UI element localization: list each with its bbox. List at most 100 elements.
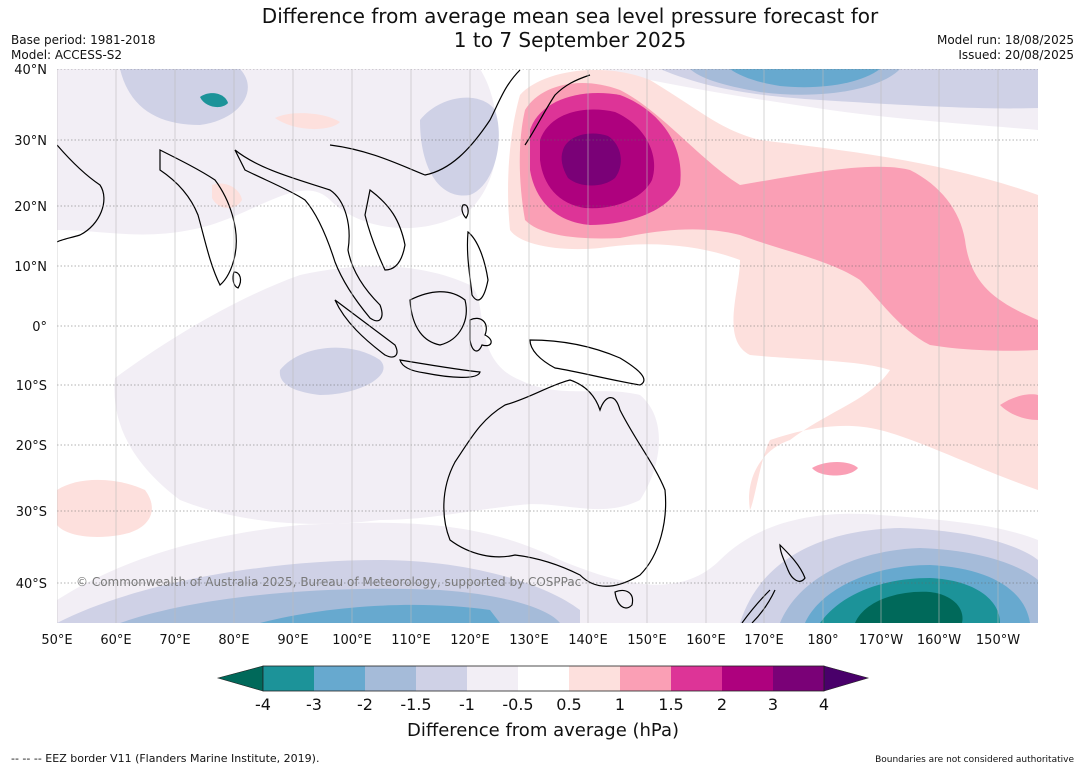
lon-label: 110°E	[391, 633, 431, 648]
colorbar-frame	[262, 665, 825, 692]
lon-label: 150°E	[627, 633, 667, 648]
copyright-notice: © Commonwealth of Australia 2025, Bureau…	[76, 575, 581, 589]
sri-lanka-coastline	[232, 271, 242, 289]
lon-label: 120°E	[450, 633, 490, 648]
lon-label: 60°E	[100, 633, 131, 648]
colorbar-segment	[671, 666, 722, 691]
lon-label: 70°E	[159, 633, 190, 648]
anomaly-purple-japan	[561, 133, 621, 186]
anomaly-pink-south-pacific-east	[1000, 394, 1038, 420]
colorbar-tick-label: -0.5	[502, 695, 533, 714]
sulawesi-coastline	[469, 317, 492, 352]
lon-label: 170°W	[859, 633, 903, 648]
title-line-1: Difference from average mean sea level p…	[261, 4, 879, 28]
anomaly-field	[57, 69, 1038, 623]
anomaly-light-purple-indian-ocean	[114, 266, 659, 524]
anomaly-pale-pink-india	[212, 183, 242, 209]
colorbar-segment	[569, 666, 620, 691]
meta-left: Base period: 1981-2018 Model: ACCESS-S2	[11, 33, 156, 63]
lon-label: 160°E	[686, 633, 726, 648]
title-line-2: 1 to 7 September 2025	[453, 28, 687, 52]
anomaly-pink-south-pacific-small	[812, 462, 858, 476]
anomaly-pale-blue-indian-ocean	[279, 347, 384, 395]
anomaly-pale-pink-tibet	[275, 113, 340, 130]
colorbar-tick-label: 2	[717, 695, 727, 714]
colorbar: -4 -3 -2 -1.5 -1 -0.5 0.5 1 1.5 2 3 4 Di…	[216, 665, 870, 741]
lat-label: 30°N	[14, 134, 47, 149]
eez-legend-note: -- -- -- EEZ border V11 (Flanders Marine…	[11, 752, 320, 765]
colorbar-segment	[773, 666, 824, 691]
colorbar-segment	[314, 666, 365, 691]
colorbar-tick-label: 1	[615, 695, 625, 714]
colorbar-tick-label: -2	[357, 695, 373, 714]
lat-label: 40°S	[16, 577, 47, 592]
coastlines	[57, 69, 806, 623]
issued-date: Issued: 20/08/2025	[958, 48, 1074, 62]
anomaly-pale-blue-south-china-sea	[420, 97, 499, 196]
longitude-labels: 50°E 60°E 70°E 80°E 90°E 100°E 110°E 120…	[41, 633, 1020, 648]
lon-label: 100°E	[332, 633, 372, 648]
australia-coastline	[443, 379, 667, 587]
model-name: Model: ACCESS-S2	[11, 48, 123, 62]
lat-label: 20°S	[16, 439, 47, 454]
colorbar-segment	[467, 666, 518, 691]
sumatra-coastline	[334, 299, 398, 358]
colorbar-segment	[263, 666, 314, 691]
model-run: Model run: 18/08/2025	[936, 33, 1074, 47]
boundaries-disclaimer: Boundaries are not considered authoritat…	[875, 755, 1074, 765]
anomaly-mid-blue-southern-ocean	[120, 548, 1038, 623]
new-guinea-coastline	[529, 339, 645, 386]
arabia-coastline	[57, 144, 105, 243]
colorbar-tick-label: 3	[768, 695, 778, 714]
colorbar-segment	[518, 666, 569, 691]
anomaly-pale-blue-himalaya	[120, 69, 248, 125]
java-coastline	[399, 359, 481, 378]
philippines-coastline	[466, 230, 489, 301]
meta-right: Model run: 18/08/2025 Issued: 20/08/2025	[937, 33, 1074, 63]
colorbar-tick-label: -1	[459, 695, 475, 714]
anomaly-pale-pink-south-atlantic-west	[57, 479, 152, 537]
taiwan-coastline	[461, 204, 469, 219]
india-coastline	[159, 149, 237, 286]
meridians	[57, 69, 999, 623]
lat-label: 20°N	[14, 200, 47, 215]
lon-label: 180°	[807, 633, 838, 648]
lon-label: 170°E	[744, 633, 784, 648]
colorbar-segment	[365, 666, 416, 691]
lat-label: 30°S	[16, 505, 47, 520]
colorbar-tick-label: -4	[255, 695, 271, 714]
anomaly-teal-himalaya	[200, 93, 228, 108]
base-period: Base period: 1981-2018	[11, 33, 156, 47]
lon-label: 140°E	[568, 633, 608, 648]
indochina-coastline	[364, 188, 406, 271]
china-coastline	[329, 69, 521, 176]
graticule	[57, 69, 1038, 584]
colorbar-over-arrow	[823, 665, 870, 692]
tasmania-coastline	[614, 589, 634, 609]
colorbar-segment	[722, 666, 773, 691]
anomaly-dark-teal-southern-ocean	[855, 591, 963, 623]
lon-label: 90°E	[277, 633, 308, 648]
colorbar-tick-label: 1.5	[658, 695, 683, 714]
colorbar-under-arrow	[216, 665, 264, 692]
colorbar-tick-label: 0.5	[556, 695, 581, 714]
lon-label: 50°E	[41, 633, 72, 648]
new-zealand-north-coastline	[779, 543, 806, 582]
map-title: Difference from average mean sea level p…	[220, 4, 920, 52]
colorbar-tick-label: 4	[819, 695, 829, 714]
anomaly-blue-north-pacific	[730, 69, 880, 88]
borneo-coastline	[409, 291, 467, 346]
colorbar-tick-label: -3	[306, 695, 322, 714]
southeast-asia-coastline	[234, 149, 383, 322]
lat-label: 10°S	[16, 379, 47, 394]
latitude-labels: 40°N 30°N 20°N 10°N 0° 10°S 20°S 30°S 40…	[14, 63, 47, 592]
colorbar-tick-label: -1.5	[400, 695, 431, 714]
lon-label: 130°E	[509, 633, 549, 648]
japan-coastline	[524, 74, 591, 146]
colorbar-segment	[620, 666, 671, 691]
lat-label: 0°	[32, 320, 47, 335]
lon-label: 80°E	[218, 633, 249, 648]
colorbar-segment	[416, 666, 467, 691]
lon-label: 160°W	[917, 633, 961, 648]
